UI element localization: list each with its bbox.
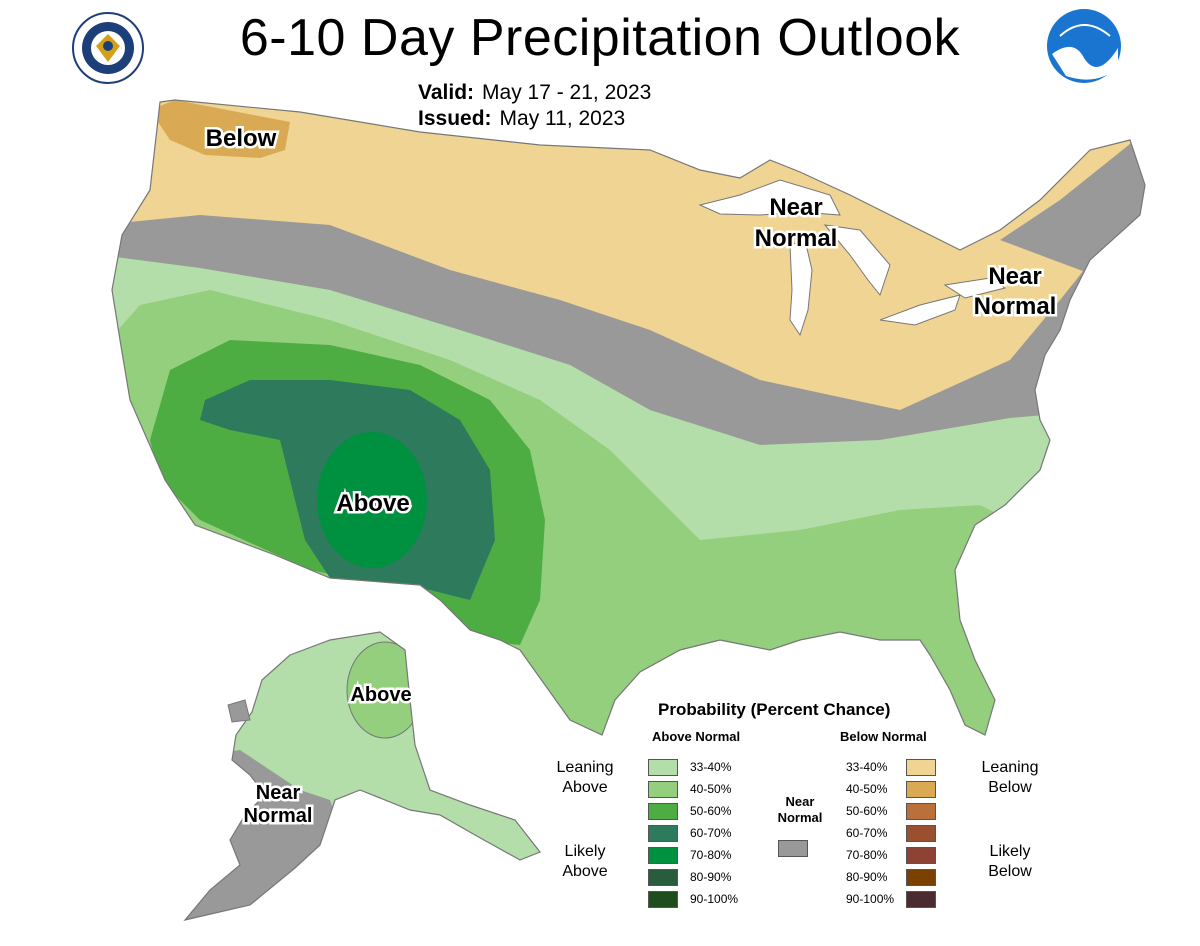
valid-label: Valid: — [418, 81, 475, 104]
map-label-near-normal-ne: Near — [988, 263, 1041, 290]
commerce-seal-logo — [72, 12, 144, 84]
map-label-above-alaska: Above — [350, 684, 411, 706]
valid-issued-block: Valid: May 17 - 21, 2023 Issued: May 11, 2… — [418, 80, 651, 132]
issued-date: May 11, 2023 — [499, 107, 626, 130]
legend-below-swatch — [906, 847, 936, 864]
map-label-near-normal-ne: Normal — [974, 293, 1057, 320]
map-label-near-normal-lakes: Near — [769, 194, 822, 221]
legend-below-swatch — [906, 869, 936, 886]
legend-above-swatch — [648, 825, 678, 842]
legend-below-range-label: 50-60% — [846, 804, 888, 818]
legend-near-normal-label: Near Normal — [777, 794, 823, 825]
legend-above-swatch — [648, 759, 678, 776]
legend-above-range-label: 33-40% — [690, 760, 732, 774]
legend-leaning-below: Leaning Below — [981, 759, 1039, 796]
legend: Probability (Percent Chance) Above Norma… — [540, 696, 1060, 936]
legend-above-range-label: 90-100% — [690, 892, 739, 906]
legend-below-range-label: 33-40% — [846, 760, 888, 774]
legend-below-swatch — [906, 759, 936, 776]
legend-above-swatch — [648, 803, 678, 820]
map-label-near-normal-alaska: Normal — [244, 805, 313, 827]
legend-above-range-label: 60-70% — [690, 826, 732, 840]
legend-below-swatch — [906, 825, 936, 842]
valid-dates: May 17 - 21, 2023 — [482, 81, 652, 104]
legend-below-range-label: 60-70% — [846, 826, 888, 840]
legend-likely-below: Likely Below — [988, 843, 1032, 880]
legend-above-swatch — [648, 847, 678, 864]
legend-above-range-label: 40-50% — [690, 782, 732, 796]
legend-above-range-label: 70-80% — [690, 848, 732, 862]
legend-above-swatch — [648, 869, 678, 886]
legend-likely-above: Likely Above — [562, 843, 608, 880]
legend-near-normal-swatch — [778, 840, 808, 857]
legend-below-swatch — [906, 891, 936, 908]
page-title: 6-10 Day Precipitation Outlook — [239, 9, 961, 67]
legend-above-range-label: 80-90% — [690, 870, 732, 884]
noaa-logo — [1047, 9, 1121, 83]
legend-below-range-label: 40-50% — [846, 782, 888, 796]
legend-above-swatch — [648, 891, 678, 908]
legend-above-heading: Above Normal — [652, 729, 741, 744]
map-label-near-normal-lakes: Normal — [755, 225, 838, 252]
legend-above-range-label: 50-60% — [690, 804, 732, 818]
map-label-above: Above — [336, 490, 409, 517]
map-label-near-normal-alaska: Near — [256, 782, 301, 804]
legend-leaning-above: Leaning Above — [556, 759, 614, 796]
legend-below-range-label: 80-90% — [846, 870, 888, 884]
issued-label: Issued: — [418, 107, 492, 130]
legend-below-range-label: 90-100% — [846, 892, 895, 906]
map-label-below: Below — [206, 125, 277, 152]
legend-below-swatch — [906, 803, 936, 820]
legend-below-range-label: 70-80% — [846, 848, 888, 862]
legend-title: Probability (Percent Chance) — [658, 700, 891, 719]
legend-above-swatch — [648, 781, 678, 798]
legend-below-heading: Below Normal — [840, 729, 927, 744]
legend-below-swatch — [906, 781, 936, 798]
